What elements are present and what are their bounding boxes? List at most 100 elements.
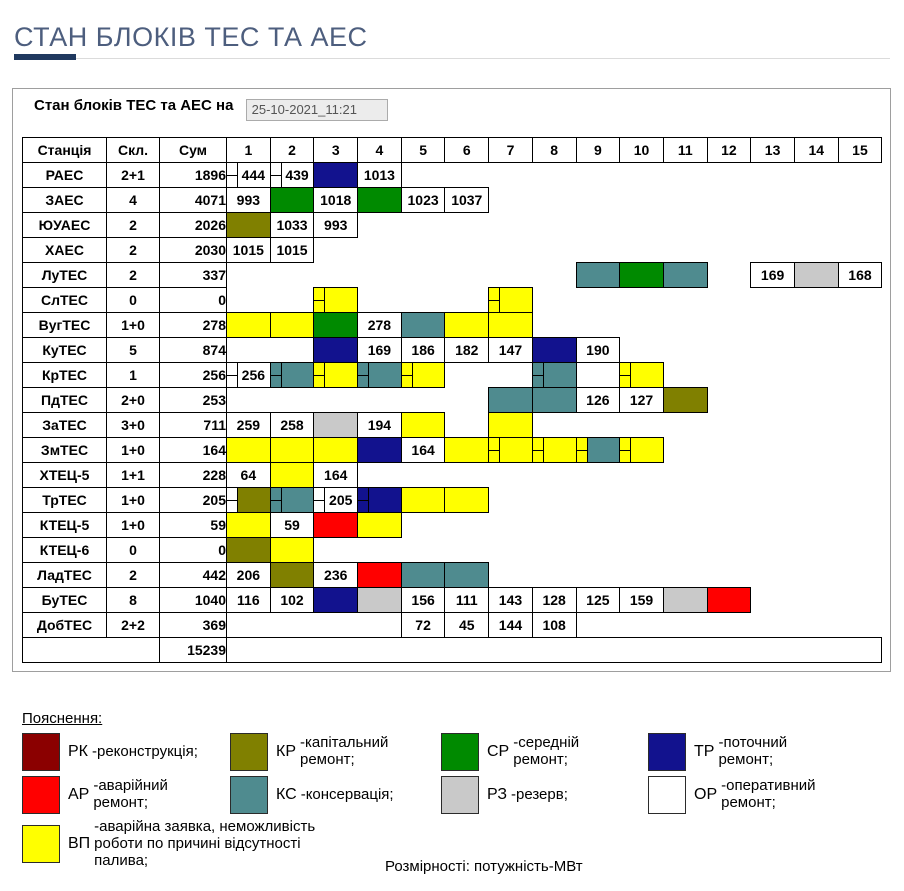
station-row: БуТЕС 8 1040 116 102 156 111 143 128 125 159	[22, 587, 882, 613]
legend-code: РЗ	[487, 786, 507, 803]
unit-cell-empty	[270, 263, 314, 288]
legend-desc: -капітальний ремонт;	[300, 734, 389, 768]
unit-cell	[357, 512, 402, 538]
unit-cell	[313, 512, 359, 538]
unit-cell-empty	[489, 513, 533, 538]
unit-cell	[531, 362, 577, 388]
legend-grid: РК -реконструкція; КР -капітальний ремонт; С…	[22, 733, 882, 874]
unit-cell	[269, 437, 315, 463]
unit-cell-empty	[707, 313, 751, 338]
column-header: 13	[750, 137, 795, 163]
unit-cell	[313, 337, 359, 363]
skl-value: 5	[106, 337, 160, 363]
column-header: 11	[662, 137, 708, 163]
unit-cell-empty	[751, 338, 795, 363]
station-name: ЗаТЕС	[22, 412, 107, 438]
unit-cell-empty	[532, 288, 576, 313]
unit-cell-empty	[489, 563, 533, 588]
legend-code: ОР	[694, 786, 718, 803]
unit-cell: 1018	[313, 187, 359, 213]
unit-cell: 144	[488, 612, 533, 638]
unit-cell: 1033	[269, 212, 315, 238]
unit-cell-empty	[358, 263, 402, 288]
unit-cell	[226, 437, 271, 463]
unit-cell-empty	[576, 188, 620, 213]
unit-cell: 1023	[400, 187, 446, 213]
column-header: 5	[400, 137, 446, 163]
sum-value: 711	[159, 412, 227, 438]
unit-cell-empty	[663, 288, 707, 313]
unit-cell	[269, 562, 315, 588]
unit-substate-strip	[576, 438, 588, 462]
station-name: ХТЕЦ-5	[22, 462, 107, 488]
unit-cell	[488, 437, 533, 463]
unit-cell-empty	[794, 613, 838, 638]
unit-cell-empty	[663, 238, 707, 263]
unit-substate-strip	[314, 363, 326, 387]
sum-value: 2030	[159, 237, 227, 263]
unit-cell: 125	[575, 587, 621, 613]
unit-cell-empty	[401, 263, 445, 288]
unit-substate-strip	[358, 363, 370, 387]
sum-value: 205	[159, 487, 227, 513]
unit-cell: 169	[750, 262, 795, 288]
unit-cell-empty	[794, 488, 838, 513]
station-name: ЗмТЕС	[22, 437, 107, 463]
unit-cell-empty	[620, 463, 664, 488]
unit-cell: 278	[357, 312, 402, 338]
sum-value: 228	[159, 462, 227, 488]
unit-cell-empty	[314, 388, 358, 413]
legend-item-ОР: ОР -оперативний ремонт;	[648, 776, 882, 814]
unit-cell	[313, 312, 359, 338]
station-row: ПдТЕС 2+0 253 126 127	[22, 387, 882, 413]
sum-value: 0	[159, 287, 227, 313]
legend-desc: -реконструкція;	[92, 742, 198, 760]
unit-cell-empty	[532, 213, 576, 238]
station-row: КуТЕС 5 874 169 186 182 147 190	[22, 337, 882, 363]
unit-cell-empty	[707, 413, 751, 438]
legend-desc: -резерв;	[510, 785, 568, 803]
column-header: 9	[575, 137, 621, 163]
station-name: ХАЕС	[22, 237, 107, 263]
unit-cell-empty	[794, 563, 838, 588]
unit-cell-empty	[620, 538, 664, 563]
table-header-row: Станція Скл. Сум 1 2 3 4 5 6 7 8 9 10 11 12 13 14 15	[22, 137, 883, 163]
unit-cell-empty	[663, 363, 707, 388]
unit-cell-empty	[663, 613, 707, 638]
unit-substate-strip	[489, 288, 501, 312]
unit-cell-empty	[838, 363, 882, 388]
unit-substate-strip	[533, 363, 544, 387]
unit-cell-empty	[227, 338, 271, 363]
legend-desc: -поточний ремонт;	[718, 734, 788, 768]
sum-value: 256	[159, 362, 227, 388]
unit-cell-empty	[445, 388, 489, 413]
legend-swatch-sr-icon	[441, 733, 479, 771]
unit-cell-empty	[445, 538, 489, 563]
unit-cell-empty	[314, 538, 358, 563]
legend-item-КС: КС -консервація;	[230, 776, 441, 814]
unit-cell-empty	[532, 538, 576, 563]
unit-cell: 147	[488, 337, 533, 363]
column-header: Скл.	[106, 137, 160, 163]
unit-cell-empty	[663, 463, 707, 488]
unit-cell: 102	[269, 587, 315, 613]
unit-cell: 116	[226, 587, 271, 613]
legend-heading: Пояснення:	[22, 710, 103, 727]
unit-cell-empty	[838, 538, 882, 563]
station-name: КрТЕС	[22, 362, 107, 388]
column-header: 10	[619, 137, 664, 163]
total-row: 15239	[22, 637, 883, 663]
sum-value: 0	[159, 537, 227, 563]
unit-cell-empty	[707, 463, 751, 488]
datetime-input[interactable]	[245, 98, 388, 121]
unit-cell-empty	[532, 188, 576, 213]
unit-cell-empty	[663, 563, 707, 588]
unit-cell-empty	[751, 413, 795, 438]
unit-cell	[400, 562, 446, 588]
unit-cell-empty	[532, 488, 576, 513]
unit-cell: 168	[837, 262, 883, 288]
unit-cell: 993	[313, 212, 359, 238]
unit-cell-empty	[751, 538, 795, 563]
unit-cell-empty	[401, 538, 445, 563]
unit-substate-strip	[358, 488, 370, 512]
